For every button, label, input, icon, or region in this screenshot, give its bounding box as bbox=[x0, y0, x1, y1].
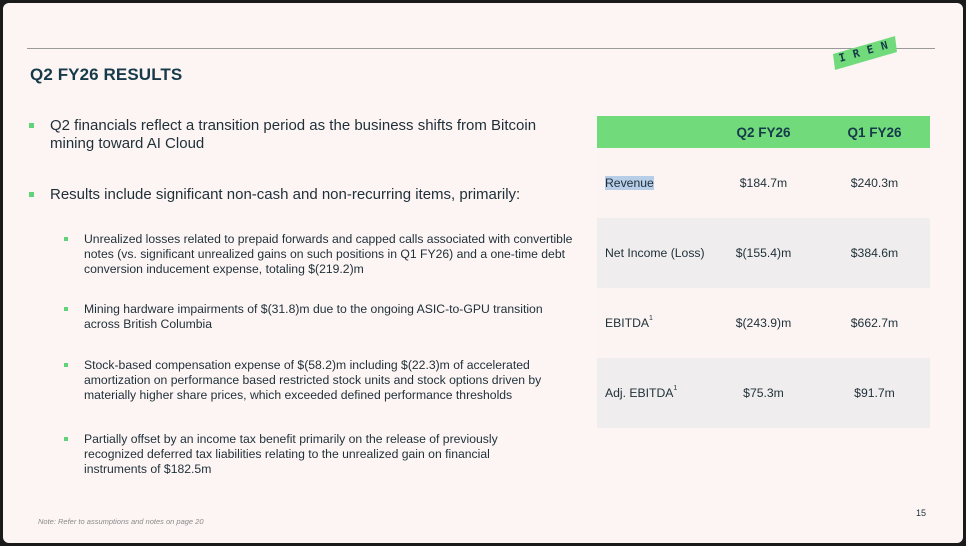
footnote: Note: Refer to assumptions and notes on … bbox=[38, 517, 204, 526]
table-row: Adj. EBITDA1 $75.3m $91.7m bbox=[597, 358, 930, 428]
metric-cell: Adj. EBITDA1 bbox=[597, 358, 708, 428]
header-blank bbox=[597, 116, 708, 148]
svg-text:I: I bbox=[837, 51, 847, 65]
metric-label: Adj. EBITDA bbox=[605, 386, 674, 400]
metric-cell: EBITDA1 bbox=[597, 288, 708, 358]
sub-bullet-item: Mining hardware impairments of $(31.8)m … bbox=[64, 302, 576, 332]
bullet-text: Partially offset by an income tax benefi… bbox=[84, 432, 498, 476]
bullet-marker bbox=[64, 237, 68, 241]
q1-value-cell: $662.7m bbox=[819, 288, 930, 358]
metric-label: Net Income (Loss) bbox=[605, 246, 705, 260]
table-row: Revenue $184.7m $240.3m bbox=[597, 148, 930, 218]
q2-value-cell: $(243.9)m bbox=[708, 288, 819, 358]
slide-title: Q2 FY26 RESULTS bbox=[30, 65, 183, 84]
bullet-item: Results include significant non-cash and… bbox=[29, 186, 575, 204]
bullet-item: Q2 financials reflect a transition perio… bbox=[29, 117, 575, 153]
bullet-text: Mining hardware impairments of $(31.8)m … bbox=[84, 302, 543, 331]
bullet-marker bbox=[29, 192, 34, 197]
financials-table: Q2 FY26 Q1 FY26 Revenue $184.7m $240.3m … bbox=[597, 116, 930, 428]
q1-value-cell: $240.3m bbox=[819, 148, 930, 218]
bullet-marker bbox=[64, 437, 68, 441]
q2-value-cell: $(155.4)m bbox=[708, 218, 819, 288]
bullet-text: Unrealized losses related to prepaid for… bbox=[84, 232, 573, 276]
metric-cell: Net Income (Loss) bbox=[597, 218, 708, 288]
header-q2-fy26: Q2 FY26 bbox=[708, 116, 819, 148]
svg-text:N: N bbox=[879, 39, 889, 53]
q2-value-cell: $184.7m bbox=[708, 148, 819, 218]
svg-text:R: R bbox=[851, 47, 861, 61]
sub-bullet-item: Partially offset by an income tax benefi… bbox=[64, 432, 554, 476]
bullet-text: Stock-based compensation expense of $(58… bbox=[84, 358, 542, 402]
top-divider bbox=[27, 48, 935, 49]
q1-value-cell: $91.7m bbox=[819, 358, 930, 428]
svg-text:E: E bbox=[865, 43, 875, 57]
bullet-text: Results include significant non-cash and… bbox=[50, 186, 521, 203]
table-header-row: Q2 FY26 Q1 FY26 bbox=[597, 116, 930, 148]
footnote-marker: 1 bbox=[649, 315, 653, 322]
table-row: EBITDA1 $(243.9)m $662.7m bbox=[597, 288, 930, 358]
sub-bullet-item: Stock-based compensation expense of $(58… bbox=[64, 358, 576, 402]
slide: I R E N Q2 FY26 RESULTS Q2 financials re… bbox=[3, 3, 963, 543]
bullet-text: Q2 financials reflect a transition perio… bbox=[50, 117, 537, 152]
q1-value-cell: $384.6m bbox=[819, 218, 930, 288]
sub-bullet-item: Unrealized losses related to prepaid for… bbox=[64, 232, 576, 276]
iren-logo: I R E N bbox=[833, 36, 897, 70]
bullet-marker bbox=[29, 123, 34, 128]
q2-value-cell: $75.3m bbox=[708, 358, 819, 428]
table-row: Net Income (Loss) $(155.4)m $384.6m bbox=[597, 218, 930, 288]
page-number: 15 bbox=[916, 508, 927, 518]
metric-label: EBITDA bbox=[605, 316, 650, 330]
metric-cell: Revenue bbox=[597, 148, 708, 218]
metric-label[interactable]: Revenue bbox=[605, 176, 654, 190]
bullet-list: Q2 financials reflect a transition perio… bbox=[3, 3, 593, 543]
header-q1-fy26: Q1 FY26 bbox=[819, 116, 930, 148]
footnote-marker: 1 bbox=[673, 385, 678, 392]
bullet-marker bbox=[64, 307, 68, 311]
bullet-marker bbox=[64, 363, 68, 367]
